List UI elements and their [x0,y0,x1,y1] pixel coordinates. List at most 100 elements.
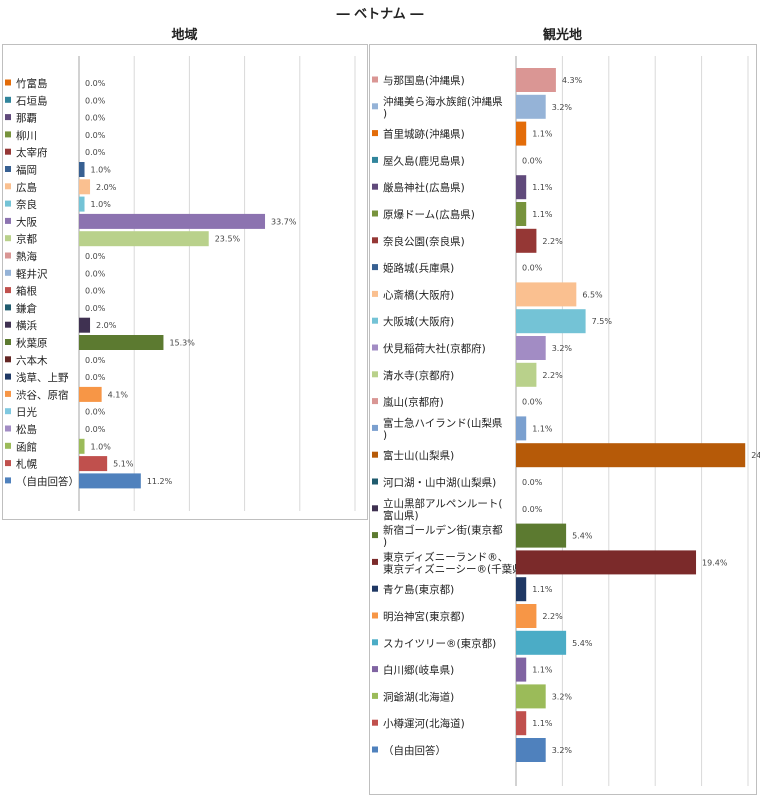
category-marker [372,451,378,458]
bar [516,604,537,628]
category-label: 富士急ハイランド(山梨県) [383,416,503,441]
category-marker [5,183,11,190]
page-title: ― ベトナム ― [336,7,424,22]
data-label: 0.0% [85,252,106,261]
category-marker [5,304,11,311]
bar [516,550,697,575]
data-label: 2.2% [542,237,563,246]
category-marker [372,719,378,726]
bar [516,202,527,226]
data-label: 2.0% [96,321,117,330]
category-label: 福岡 [16,164,37,177]
data-label: 2.2% [542,612,563,621]
category-label: 奈良 [16,198,37,211]
category-marker [372,478,378,485]
bar [516,416,527,441]
bar [516,711,527,736]
data-label: 0.0% [85,356,106,365]
bar [79,213,266,229]
bar [516,121,527,146]
bar [516,523,567,548]
category-marker [5,252,11,259]
bar [516,175,527,200]
data-label: 6.5% [582,290,603,299]
category-marker [372,424,378,431]
category-marker [372,746,378,753]
category-marker [372,210,378,217]
category-marker [5,390,11,397]
data-label: 5.4% [572,639,593,648]
category-label: 秋葉原 [16,337,48,350]
data-label: 19.4% [702,558,728,567]
bar [79,162,85,177]
category-label: 新宿ゴールデン街(東京都) [383,524,503,549]
category-marker [5,339,11,345]
category-label: 伏見稲荷大社(京都府) [383,342,486,355]
category-marker [5,131,11,138]
category-label: 立山黒部アルペンルート(富山県) [383,497,503,522]
category-marker [5,217,11,224]
bar [516,68,556,92]
category-marker [5,442,11,449]
data-label: 3.2% [552,344,573,353]
data-label: 0.0% [85,131,106,140]
category-label: 軽井沢 [16,267,48,280]
data-label: 3.2% [552,103,573,112]
category-marker [5,373,11,380]
category-marker [372,639,378,646]
category-label: 原爆ドーム(広島県) [383,208,475,221]
category-label: 河口湖・山中湖(山梨県) [383,476,496,489]
bar [516,443,746,468]
category-marker [5,269,11,276]
bar [516,577,527,602]
data-label: 23.5% [215,235,241,244]
data-label: 1.0% [91,442,112,451]
category-marker [5,96,11,103]
category-label: 京都 [16,233,37,246]
category-marker [5,321,11,328]
category-label: 東京ディズニーランド®、東京ディズニーシー®(千葉県) [383,550,527,575]
category-label: 厳島神社(広島県) [383,181,465,194]
data-label: 1.1% [532,183,553,192]
data-label: 5.4% [572,532,593,541]
bar [516,630,567,655]
category-marker [5,460,11,467]
category-marker [5,235,11,242]
category-label: 洞爺湖(北海道) [383,690,454,703]
data-label: 1.1% [532,130,553,139]
category-label: 函館 [16,440,37,453]
category-label: 六本木 [16,354,48,367]
category-marker [5,148,11,155]
bar [79,438,85,454]
category-marker [5,477,11,484]
data-label: 0.0% [85,287,106,296]
data-label: 24.7% [751,451,760,460]
category-label: 奈良公園(奈良県) [383,235,465,248]
data-label: 0.0% [522,156,543,165]
category-label: 浅草、上野 [16,371,69,384]
data-label: 0.0% [522,398,543,407]
category-label: 明治神宮(東京都) [383,610,465,623]
region-chart-title: 地域 [171,28,198,43]
category-marker [5,200,11,207]
data-label: 3.2% [552,692,573,701]
category-marker [372,532,378,539]
category-label: スカイツリー®(東京都) [383,637,496,650]
bar [79,231,209,247]
category-label: 太宰府 [16,146,48,159]
data-label: 0.0% [85,408,106,417]
category-label: 姫路城(兵庫県) [383,262,454,275]
data-label: 2.0% [96,183,117,192]
category-marker [372,76,378,83]
category-label: 鎌倉 [16,302,37,315]
data-label: 1.1% [532,585,553,594]
bar [79,196,85,212]
data-label: 0.0% [522,264,543,273]
category-label: 大阪 [16,215,37,228]
category-marker [372,558,378,565]
data-label: 11.2% [147,477,173,486]
data-label: 4.1% [108,390,129,399]
category-marker [372,371,378,378]
bar [516,336,546,360]
